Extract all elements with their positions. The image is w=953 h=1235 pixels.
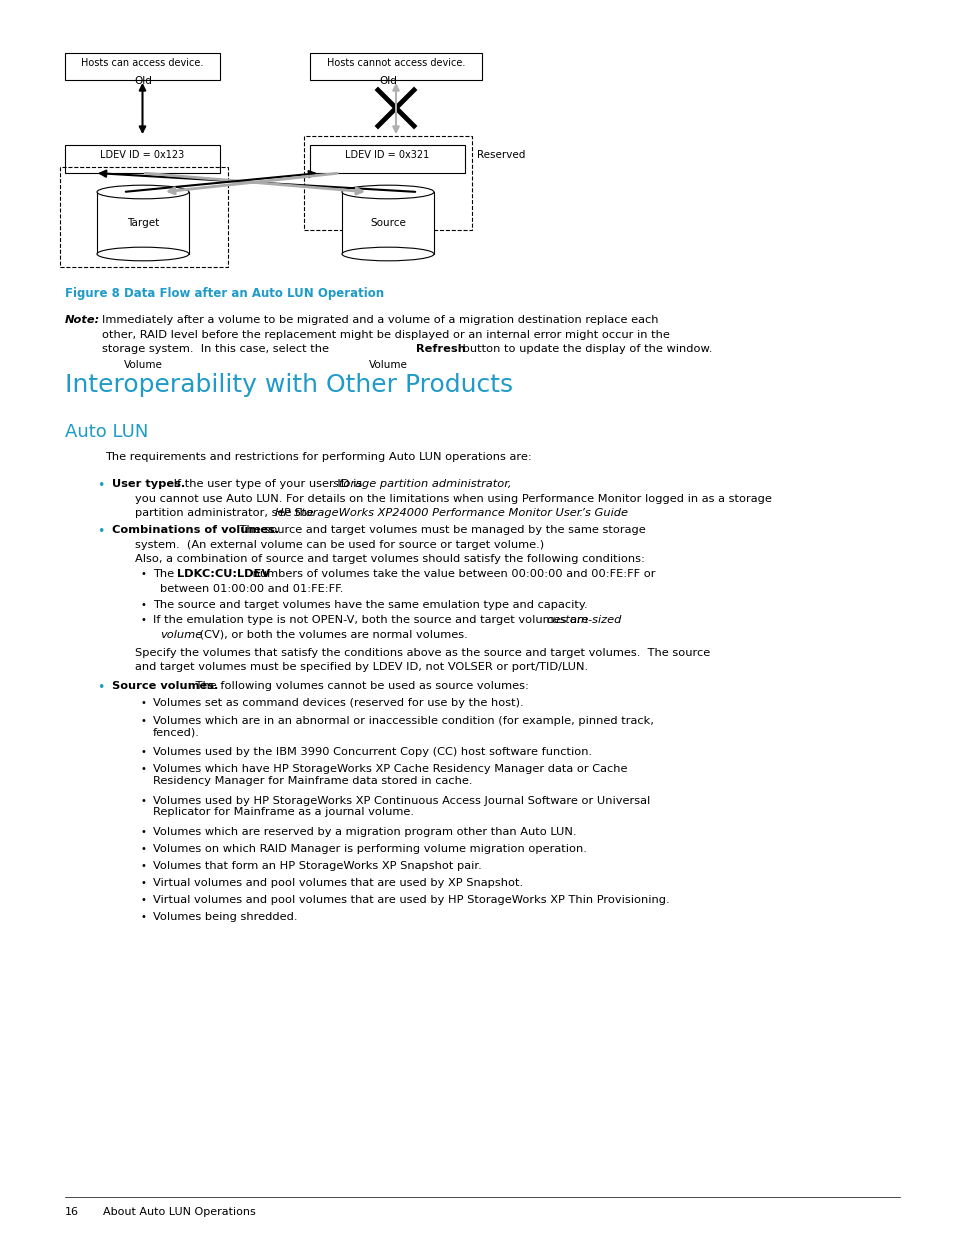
Text: About Auto LUN Operations: About Auto LUN Operations xyxy=(103,1207,255,1216)
Text: Hosts cannot access device.: Hosts cannot access device. xyxy=(327,58,465,68)
Text: Virtual volumes and pool volumes that are used by HP StorageWorks XP Thin Provis: Virtual volumes and pool volumes that ar… xyxy=(152,895,669,905)
Text: Source: Source xyxy=(370,219,406,228)
Text: Combinations of volumes.: Combinations of volumes. xyxy=(112,525,279,535)
Text: •: • xyxy=(140,844,146,853)
Text: system.  (An external volume can be used for source or target volume.): system. (An external volume can be used … xyxy=(135,540,543,550)
Text: Specify the volumes that satisfy the conditions above as the source and target v: Specify the volumes that satisfy the con… xyxy=(135,648,709,658)
Text: The source and target volumes have the same emulation type and capacity.: The source and target volumes have the s… xyxy=(152,599,587,610)
Text: The following volumes cannot be used as source volumes:: The following volumes cannot be used as … xyxy=(192,680,528,692)
Text: and target volumes must be specified by LDEV ID, not VOLSER or port/TID/LUN.: and target volumes must be specified by … xyxy=(135,662,587,673)
Text: Volumes which are reserved by a migration program other than Auto LUN.: Volumes which are reserved by a migratio… xyxy=(152,827,576,837)
Text: partition administrator, see the: partition administrator, see the xyxy=(135,508,317,517)
Text: If the emulation type is not OPEN-V, both the source and target volumes are: If the emulation type is not OPEN-V, bot… xyxy=(152,615,592,625)
Text: •: • xyxy=(97,479,104,492)
Text: 16: 16 xyxy=(65,1207,79,1216)
Text: •: • xyxy=(140,827,146,837)
Text: Volumes on which RAID Manager is performing volume migration operation.: Volumes on which RAID Manager is perform… xyxy=(152,844,586,853)
Ellipse shape xyxy=(341,247,434,261)
Text: LDEV ID = 0x123: LDEV ID = 0x123 xyxy=(100,149,185,161)
Text: Auto LUN: Auto LUN xyxy=(65,424,149,441)
Text: The source and target volumes must be managed by the same storage: The source and target volumes must be ma… xyxy=(235,525,645,535)
Text: •: • xyxy=(140,615,146,625)
Text: Hosts can access device.: Hosts can access device. xyxy=(81,58,204,68)
Text: Virtual volumes and pool volumes that are used by XP Snapshot.: Virtual volumes and pool volumes that ar… xyxy=(152,878,522,888)
Text: Volumes being shredded.: Volumes being shredded. xyxy=(152,911,297,923)
Text: Reserved: Reserved xyxy=(476,149,525,161)
Text: Volumes used by HP StorageWorks XP Continuous Access Journal Software or Univers: Volumes used by HP StorageWorks XP Conti… xyxy=(152,795,650,818)
Text: •: • xyxy=(140,569,146,579)
Text: (CV), or both the volumes are normal volumes.: (CV), or both the volumes are normal vol… xyxy=(196,630,468,640)
Text: button to update the display of the window.: button to update the display of the wind… xyxy=(458,345,712,354)
Text: Volume: Volume xyxy=(368,361,407,370)
Text: storage partition administrator,: storage partition administrator, xyxy=(333,479,511,489)
Text: Figure 8 Data Flow after an Auto LUN Operation: Figure 8 Data Flow after an Auto LUN Ope… xyxy=(65,287,384,300)
Text: Volumes set as command devices (reserved for use by the host).: Volumes set as command devices (reserved… xyxy=(152,699,523,709)
Text: other, RAID level before the replacement might be displayed or an internal error: other, RAID level before the replacement… xyxy=(102,330,669,340)
Text: •: • xyxy=(97,680,104,694)
FancyBboxPatch shape xyxy=(65,53,220,80)
FancyBboxPatch shape xyxy=(310,144,464,173)
FancyBboxPatch shape xyxy=(341,191,434,254)
Text: Volume: Volume xyxy=(124,361,162,370)
Text: The: The xyxy=(152,569,177,579)
Text: numbers of volumes take the value between 00:00:00 and 00:FE:FF or: numbers of volumes take the value betwee… xyxy=(249,569,655,579)
Text: Refresh: Refresh xyxy=(416,345,465,354)
Text: •: • xyxy=(140,764,146,774)
Ellipse shape xyxy=(97,247,189,261)
Text: Note:: Note: xyxy=(65,315,100,325)
Ellipse shape xyxy=(97,185,189,199)
Text: Target: Target xyxy=(127,219,159,228)
Text: •: • xyxy=(140,795,146,805)
Text: Also, a combination of source and target volumes should satisfy the following co: Also, a combination of source and target… xyxy=(135,555,644,564)
Text: Old: Old xyxy=(378,77,396,86)
FancyBboxPatch shape xyxy=(97,191,189,254)
FancyBboxPatch shape xyxy=(310,53,481,80)
Text: storage system.  In this case, select the: storage system. In this case, select the xyxy=(102,345,333,354)
Text: Volumes that form an HP StorageWorks XP Snapshot pair.: Volumes that form an HP StorageWorks XP … xyxy=(152,861,481,871)
Text: HP StorageWorks XP24000 Performance Monitor User’s Guide: HP StorageWorks XP24000 Performance Moni… xyxy=(274,508,627,517)
Text: between 01:00:00 and 01:FE:FF.: between 01:00:00 and 01:FE:FF. xyxy=(160,583,343,594)
Text: •: • xyxy=(140,599,146,610)
Text: The requirements and restrictions for performing Auto LUN operations are:: The requirements and restrictions for pe… xyxy=(105,452,531,462)
Text: If the user type of your user ID is: If the user type of your user ID is xyxy=(171,479,366,489)
Text: Old: Old xyxy=(134,77,152,86)
Text: •: • xyxy=(140,747,146,757)
Text: •: • xyxy=(140,878,146,888)
Text: Volumes used by the IBM 3990 Concurrent Copy (CC) host software function.: Volumes used by the IBM 3990 Concurrent … xyxy=(152,747,592,757)
Text: •: • xyxy=(140,715,146,725)
Text: you cannot use Auto LUN. For details on the limitations when using Performance M: you cannot use Auto LUN. For details on … xyxy=(135,494,771,504)
Text: •: • xyxy=(140,699,146,709)
Text: LDEV ID = 0x321: LDEV ID = 0x321 xyxy=(345,149,429,161)
Text: Volumes which are in an abnormal or inaccessible condition (for example, pinned : Volumes which are in an abnormal or inac… xyxy=(152,715,653,737)
FancyBboxPatch shape xyxy=(65,144,220,173)
Text: •: • xyxy=(140,895,146,905)
Text: Interoperability with Other Products: Interoperability with Other Products xyxy=(65,373,513,396)
Text: Immediately after a volume to be migrated and a volume of a migration destinatio: Immediately after a volume to be migrate… xyxy=(102,315,658,325)
Text: •: • xyxy=(97,525,104,538)
Text: Source volumes.: Source volumes. xyxy=(112,680,218,692)
Text: custom-sized: custom-sized xyxy=(546,615,621,625)
Text: Volumes which have HP StorageWorks XP Cache Residency Manager data or Cache
Resi: Volumes which have HP StorageWorks XP Ca… xyxy=(152,764,627,785)
Ellipse shape xyxy=(341,185,434,199)
Text: User types.: User types. xyxy=(112,479,185,489)
Text: .: . xyxy=(578,508,582,517)
Text: volume: volume xyxy=(160,630,202,640)
Text: •: • xyxy=(140,861,146,871)
Text: •: • xyxy=(140,911,146,923)
Text: LDKC:CU:LDEV: LDKC:CU:LDEV xyxy=(176,569,270,579)
